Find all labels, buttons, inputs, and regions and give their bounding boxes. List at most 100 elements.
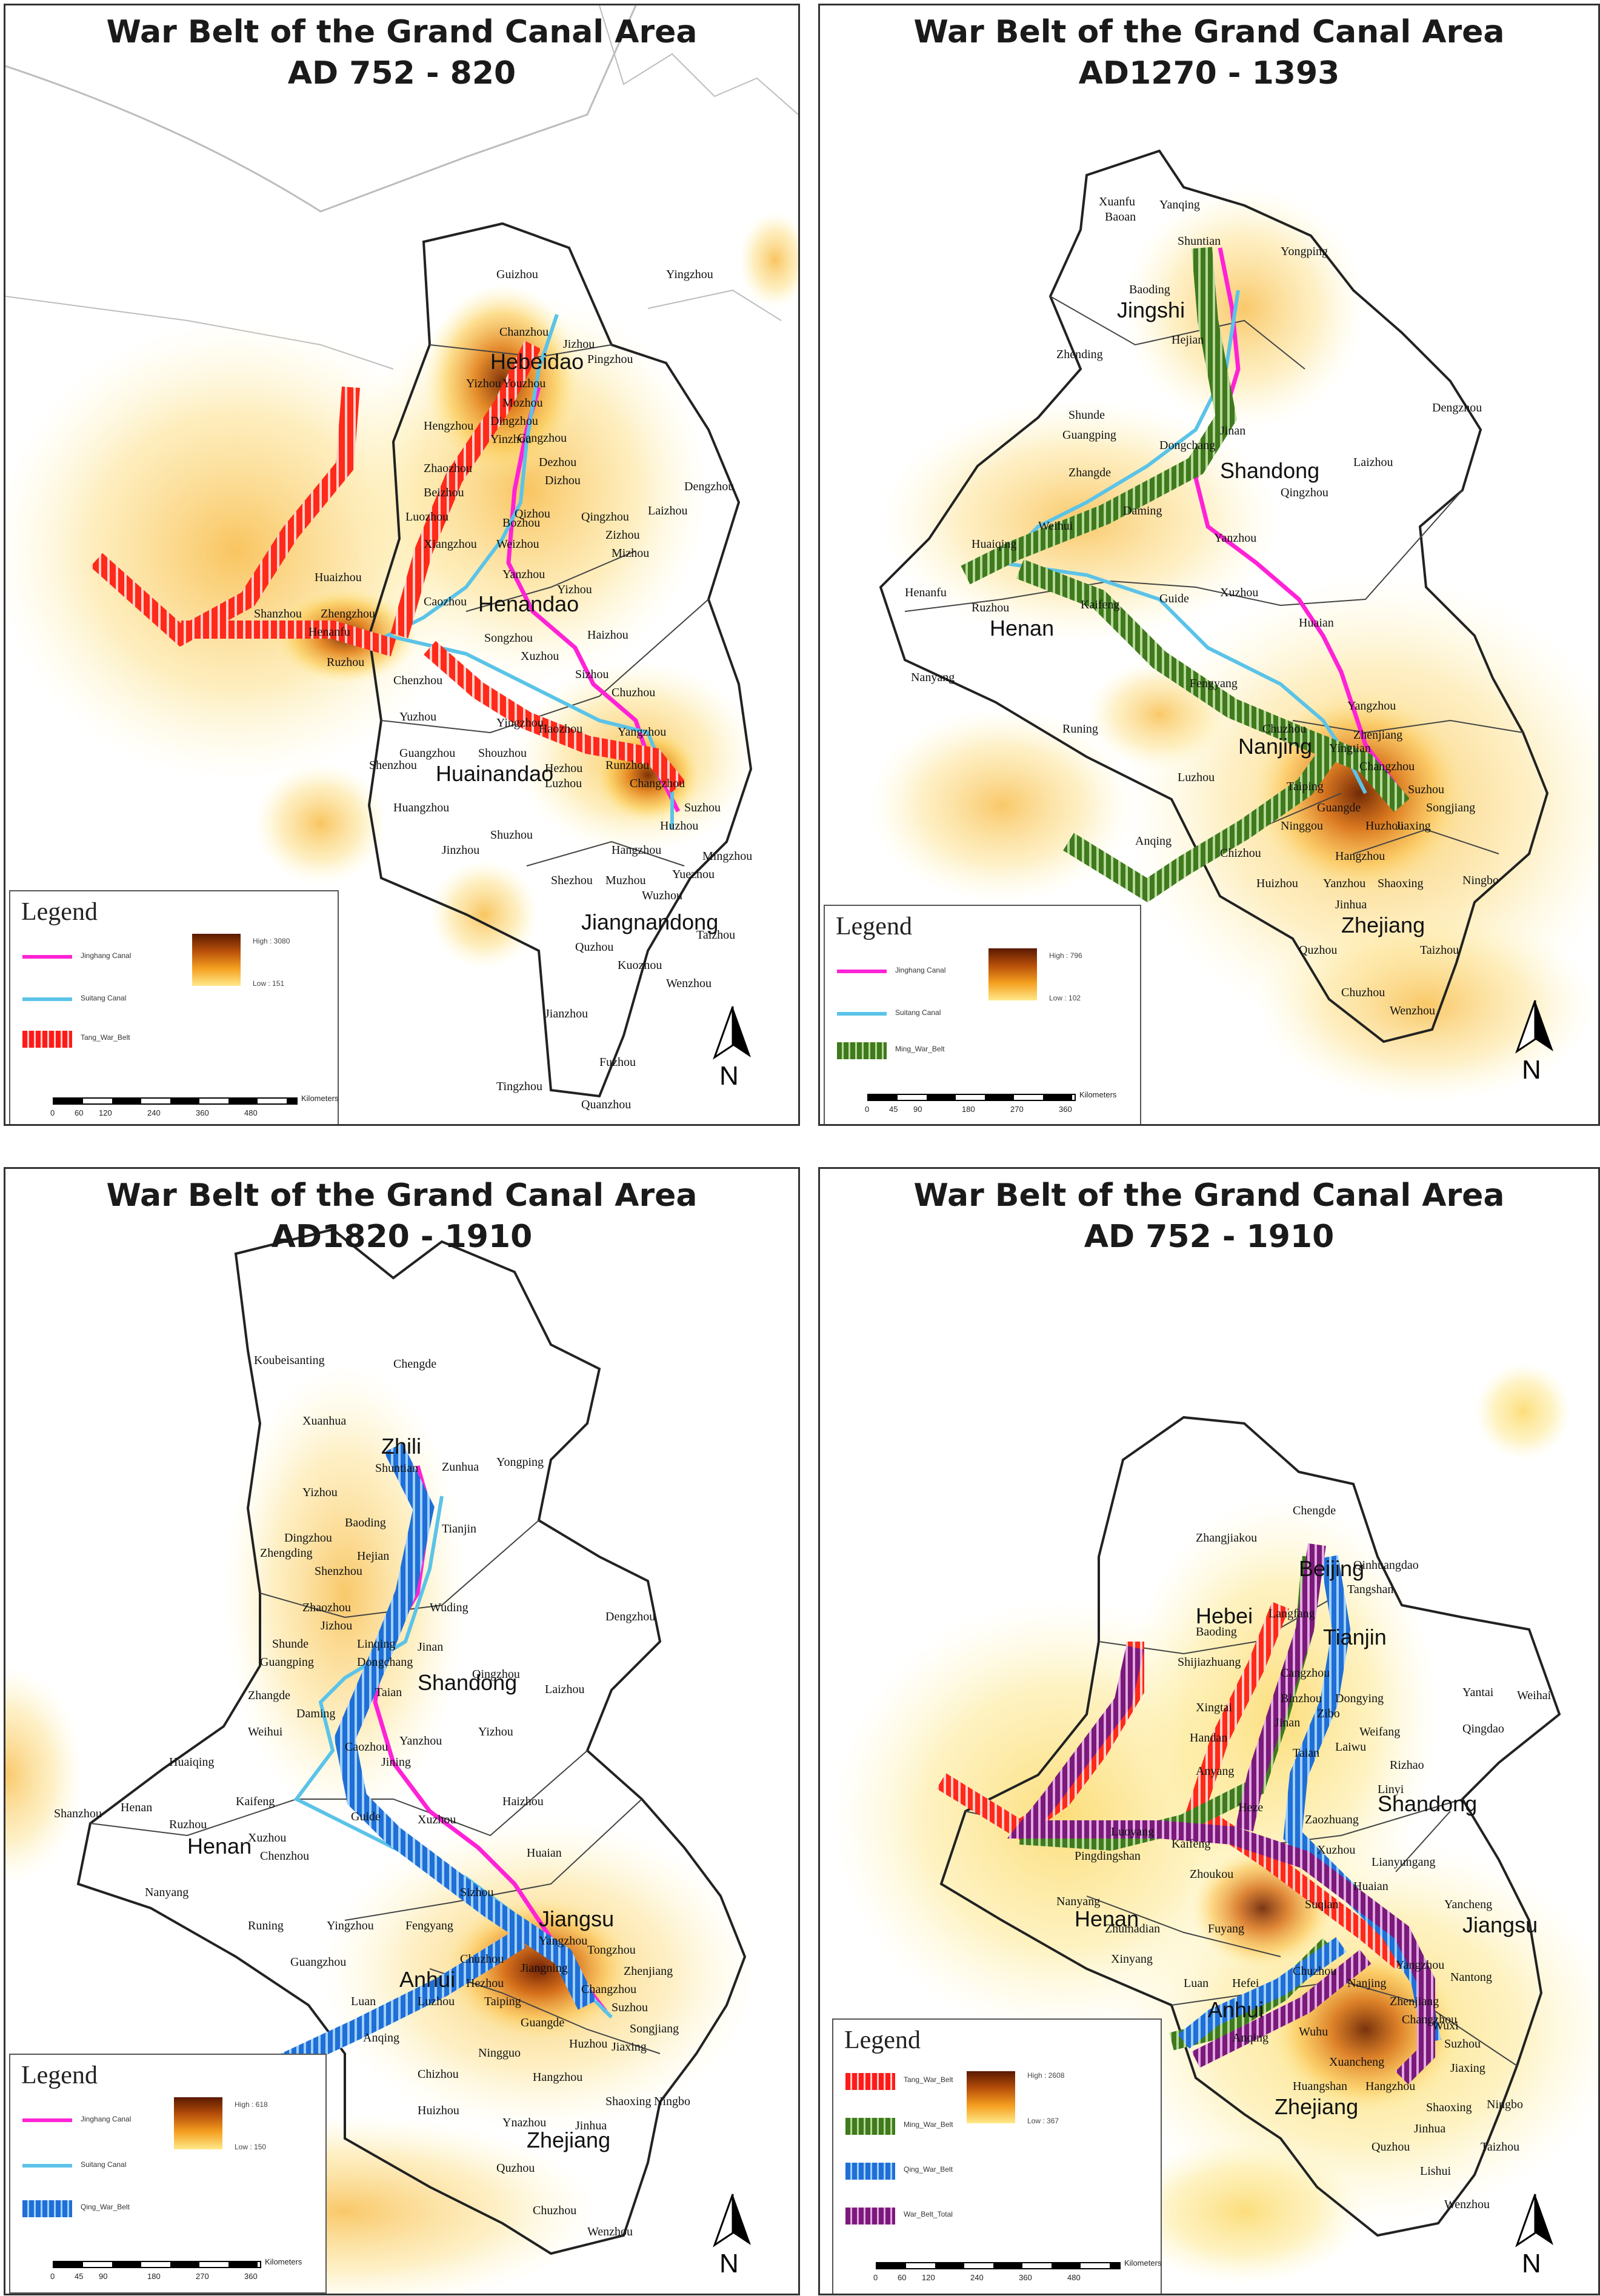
legend-label: Jinghang Canal: [895, 966, 946, 974]
place-label: Weihui: [248, 1725, 283, 1739]
place-label: Guangzhou: [399, 747, 455, 760]
place-label: Dingzhou: [490, 414, 538, 428]
place-label: Guide: [351, 1810, 381, 1823]
scale-units: Kilometers: [1124, 2258, 1162, 2268]
place-label: Yuezhou: [672, 868, 715, 881]
place-label: Nanyang: [1056, 1895, 1100, 1908]
place-label: Lishui: [1420, 2165, 1452, 2178]
place-label: Hangzhou: [1365, 2080, 1415, 2093]
scale-tick: 360: [244, 2272, 258, 2281]
place-label: Qizhou: [515, 507, 550, 521]
place-label: Huzhou: [660, 819, 698, 833]
place-label: Yancheng: [1444, 1898, 1492, 1911]
place-label: Heze: [1238, 1801, 1263, 1814]
scale-tick: 90: [99, 2272, 108, 2281]
scale-tick: 0: [865, 1105, 870, 1114]
place-label: Zhaozhou: [424, 462, 472, 475]
place-label: Baoding: [1129, 283, 1170, 296]
legend-low-label: Low : 151: [253, 979, 285, 988]
place-label: Ningguo: [478, 2046, 521, 2060]
place-label: Lianyungang: [1372, 1855, 1436, 1869]
region-label: Shandong: [1378, 1791, 1477, 1816]
place-label: Jinan: [418, 1640, 443, 1654]
place-label: Cangzhou: [518, 431, 567, 445]
scale-tick: 0: [873, 2273, 878, 2282]
place-label: Shanzhou: [254, 607, 302, 621]
north-arrow-icon: [713, 1006, 751, 1060]
place-label: Huizhou: [1256, 877, 1298, 890]
north-label: N: [1522, 2249, 1541, 2278]
place-label: Mozhou: [502, 396, 543, 410]
place-label: Dongying: [1335, 1692, 1384, 1705]
scale-bar-graphic: [867, 1094, 1076, 1101]
region-label: Hebeidao: [490, 349, 584, 374]
place-label: Jinan: [1275, 1716, 1300, 1729]
place-label: Huzhou: [569, 2037, 607, 2051]
place-label: Jinhua: [1335, 898, 1367, 911]
place-label: Jiaxing: [1450, 2061, 1485, 2075]
north-label: N: [719, 1061, 739, 1091]
legend-item-jinghang: Jinghang Canal: [22, 949, 144, 967]
legend-box: Legend Jinghang Canal Suitang Canal Tang…: [9, 890, 339, 1124]
place-label: Jizhou: [321, 1619, 352, 1632]
legend-color-ramp: [988, 948, 1037, 1000]
place-label: Xingtai: [1196, 1701, 1232, 1714]
scale-tick: 60: [75, 1108, 84, 1117]
scale-tick: 270: [1010, 1105, 1024, 1114]
legend-swatch: [837, 1042, 887, 1059]
place-label: Shuzhou: [490, 828, 533, 842]
region-label: Beijing: [1299, 1556, 1364, 1581]
north-arrow: N: [708, 1005, 757, 1091]
place-label: Henanfu: [905, 586, 947, 599]
place-label: Shenzhou: [315, 1565, 362, 1578]
place-label: Shaoxing: [1426, 2101, 1472, 2114]
scale-tick: 45: [75, 2272, 84, 2281]
north-label: N: [719, 2249, 739, 2278]
place-label: Suzhou: [1444, 2037, 1481, 2051]
map-title-line2: AD1270 - 1393: [1078, 55, 1340, 92]
place-label: Fengyang: [1190, 677, 1238, 690]
place-label: Chuzhou: [1341, 986, 1385, 999]
map-title-line2: AD1820 - 1910: [271, 1219, 533, 1255]
place-label: Songzhou: [484, 631, 533, 645]
place-label: Chengde: [393, 1357, 436, 1371]
place-label: Koubeisanting: [254, 1354, 325, 1367]
place-label: Nanyang: [911, 671, 955, 684]
place-label: Xuzhou: [1220, 586, 1258, 599]
place-label: Anyang: [1196, 1765, 1234, 1778]
place-label: Luzhou: [418, 1995, 455, 2008]
place-label: Kuozhou: [618, 959, 662, 972]
place-label: Bozhou: [502, 516, 540, 530]
place-label: Linqing: [357, 1637, 395, 1651]
place-label: Runing: [248, 1919, 284, 1932]
legend-item-suitang: Suitang Canal: [837, 1006, 958, 1024]
place-label: Shuntian: [375, 1462, 418, 1475]
place-label: Huzhou: [1365, 819, 1404, 833]
scale-bar: Kilometers 0 60 120 240 360 480: [50, 1091, 338, 1117]
place-label: Shouzhou: [478, 747, 527, 760]
place-label: Dizhou: [545, 474, 581, 487]
scale-units: Kilometers: [301, 1094, 339, 1103]
scale-bar-graphic: [876, 2262, 1121, 2269]
legend-swatch: [22, 955, 72, 959]
legend-item-qing-belt: Qing_War_Belt: [22, 2200, 144, 2218]
place-label: Shanzhou: [54, 1807, 102, 1820]
place-label: Weihui: [1038, 519, 1073, 533]
place-label: Taiping: [484, 1995, 521, 2008]
place-label: Yongping: [1281, 245, 1328, 258]
place-label: Quzhou: [1372, 2140, 1410, 2154]
legend-swatch: [22, 1031, 72, 1048]
place-label: Huangshan: [1293, 2080, 1347, 2093]
legend-box: Legend Tang_War_Belt Ming_War_Belt Qing_…: [832, 2018, 1162, 2294]
legend-low-label: Low : 150: [235, 2143, 267, 2151]
place-label: Huaiqing: [972, 537, 1016, 551]
place-label: Taizhou: [1481, 2140, 1519, 2154]
scale-tick: 480: [1067, 2273, 1081, 2282]
scale-tick: 240: [147, 1108, 161, 1117]
place-label: Dezhou: [539, 456, 576, 469]
place-label: Shunde: [272, 1637, 308, 1651]
place-label: Hengzhou: [424, 419, 473, 433]
place-label: Handan: [1190, 1731, 1227, 1745]
legend-swatch: [22, 2200, 72, 2217]
place-label: Jiaxing: [1396, 819, 1431, 833]
